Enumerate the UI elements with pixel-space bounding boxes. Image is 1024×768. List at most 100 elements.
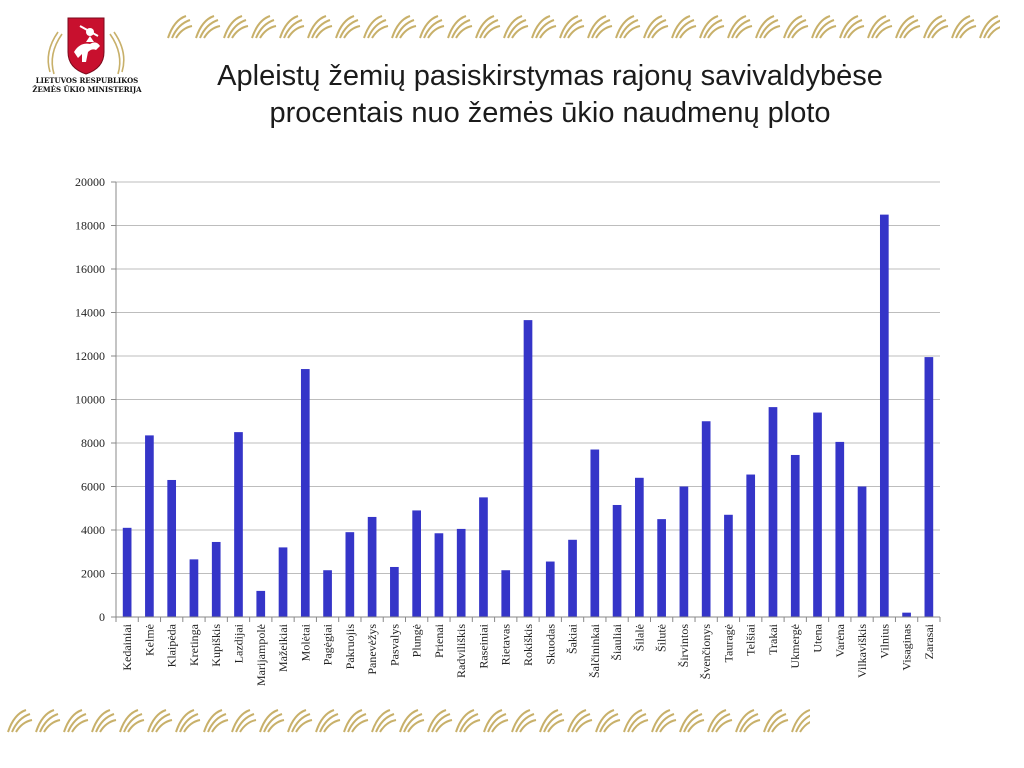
wheat-motif-icon bbox=[279, 15, 305, 39]
bar-series bbox=[122, 214, 934, 617]
x-tick-label: Visaginas bbox=[900, 624, 914, 671]
x-tick-label: Radviliškis bbox=[454, 624, 468, 678]
bar bbox=[813, 412, 822, 617]
x-tick-label: Prienai bbox=[432, 623, 446, 658]
wheat-motif-icon bbox=[7, 709, 33, 733]
bar bbox=[635, 477, 644, 617]
wheat-motif-icon bbox=[763, 709, 789, 733]
wheat-motif-icon bbox=[119, 709, 145, 733]
y-tick-label: 4000 bbox=[81, 523, 105, 537]
bar bbox=[590, 449, 600, 617]
wheat-motif-icon bbox=[483, 709, 509, 733]
bar bbox=[145, 435, 154, 617]
wheat-motif-icon bbox=[735, 709, 761, 733]
wheat-motif-icon bbox=[511, 709, 537, 733]
wheat-motif-icon bbox=[811, 15, 837, 39]
bar bbox=[501, 570, 511, 617]
wheat-motif-icon bbox=[707, 709, 733, 733]
slide-title: Apleistų žemių pasiskirstymas rajonų sav… bbox=[140, 58, 960, 132]
wheat-motif-icon bbox=[231, 709, 257, 733]
wheat-motif-icon bbox=[447, 15, 473, 39]
wheat-motif-icon bbox=[343, 709, 369, 733]
ministry-name-line: ŽEMĖS ŪKIO MINISTERIJA bbox=[32, 85, 142, 94]
wheat-motif-icon bbox=[623, 709, 649, 733]
y-axis: 0 2000 4000 6000 8000 10000 12000 14000 16000 180… bbox=[75, 175, 117, 624]
x-axis: Kedainiai Kelmė Klaipėda Kretinga Kupiškis La… bbox=[115, 616, 941, 686]
wheat-motif-icon bbox=[175, 709, 201, 733]
x-tick-label: Šalčininkai bbox=[588, 623, 602, 678]
y-tick-label: 6000 bbox=[81, 480, 105, 494]
wheat-motif-icon bbox=[335, 15, 361, 39]
x-tick-label: Šiauliai bbox=[610, 623, 624, 660]
wheat-motif-icon bbox=[455, 709, 481, 733]
bar bbox=[701, 421, 711, 617]
bar bbox=[434, 533, 444, 617]
x-tick-label: Pasvalys bbox=[387, 624, 401, 666]
slide-title-line: Apleistų žemių pasiskirstymas rajonų sav… bbox=[217, 60, 883, 92]
wheat-motif-icon bbox=[651, 709, 677, 733]
wheat-ornament-top bbox=[167, 15, 1000, 39]
bar bbox=[345, 532, 355, 617]
wheat-motif-icon bbox=[35, 709, 61, 733]
y-tick-label: 20000 bbox=[75, 175, 105, 189]
x-tick-label: Rietavas bbox=[499, 624, 513, 666]
x-tick-label: Šakiai bbox=[566, 623, 580, 654]
x-tick-label: Molėtai bbox=[298, 623, 312, 661]
bar bbox=[211, 541, 221, 617]
wheat-motif-icon bbox=[567, 709, 593, 733]
bar bbox=[768, 407, 778, 617]
bar bbox=[746, 474, 756, 617]
bar bbox=[902, 612, 911, 617]
y-tick-label: 8000 bbox=[81, 436, 105, 450]
bar bbox=[390, 566, 399, 617]
wheat-motif-icon bbox=[427, 709, 453, 733]
x-tick-label: Plungė bbox=[410, 624, 424, 657]
bar bbox=[256, 590, 266, 617]
x-tick-label: Pagėgiai bbox=[321, 623, 335, 665]
y-tick-label: 16000 bbox=[75, 262, 105, 276]
x-tick-label: Varėna bbox=[833, 623, 847, 657]
bar bbox=[412, 510, 421, 617]
x-tick-label: Telšiai bbox=[744, 623, 758, 655]
wheat-motif-icon bbox=[559, 15, 585, 39]
wheat-wreath-icon bbox=[47, 31, 125, 75]
bar bbox=[456, 528, 466, 617]
wheat-ornament-bottom bbox=[7, 709, 810, 733]
bar bbox=[679, 486, 689, 617]
y-tick-label: 18000 bbox=[75, 219, 105, 233]
wheat-motif-icon bbox=[867, 15, 893, 39]
wheat-motif-icon bbox=[307, 15, 333, 39]
wheat-motif-icon bbox=[755, 15, 781, 39]
wheat-motif-icon bbox=[195, 15, 221, 39]
bar bbox=[545, 561, 555, 617]
ministry-name-line: LIETUVOS RESPUBLIKOS bbox=[35, 76, 139, 85]
wheat-motif-icon bbox=[391, 15, 417, 39]
wheat-motif-icon bbox=[503, 15, 529, 39]
x-tick-label: Širvintos bbox=[677, 624, 691, 668]
wheat-motif-icon bbox=[167, 15, 193, 39]
bar bbox=[879, 214, 889, 617]
wheat-motif-icon bbox=[419, 15, 445, 39]
x-tick-label: Ukmergė bbox=[788, 624, 802, 668]
bar bbox=[234, 432, 243, 617]
x-tick-label: Vilnius bbox=[877, 624, 891, 659]
x-tick-label: Klaipėda bbox=[165, 623, 179, 667]
x-tick-label: Kupiškis bbox=[209, 624, 223, 667]
bar bbox=[122, 527, 132, 617]
x-tick-label: Šilalė bbox=[632, 624, 646, 651]
y-tick-label: 0 bbox=[99, 610, 105, 624]
wheat-motif-icon bbox=[223, 15, 249, 39]
bar bbox=[857, 486, 867, 617]
x-tick-label: Marijampolė bbox=[254, 624, 268, 686]
bar bbox=[367, 516, 377, 617]
bar bbox=[924, 357, 934, 617]
wheat-motif-icon bbox=[371, 709, 397, 733]
wheat-motif-icon bbox=[895, 15, 921, 39]
wheat-motif-icon bbox=[615, 15, 641, 39]
x-tick-label: Trakai bbox=[766, 623, 780, 655]
y-tick-label: 2000 bbox=[81, 567, 105, 581]
wheat-motif-icon bbox=[91, 709, 117, 733]
x-tick-label: Lazdijai bbox=[231, 623, 245, 663]
wheat-motif-icon bbox=[979, 15, 1000, 39]
